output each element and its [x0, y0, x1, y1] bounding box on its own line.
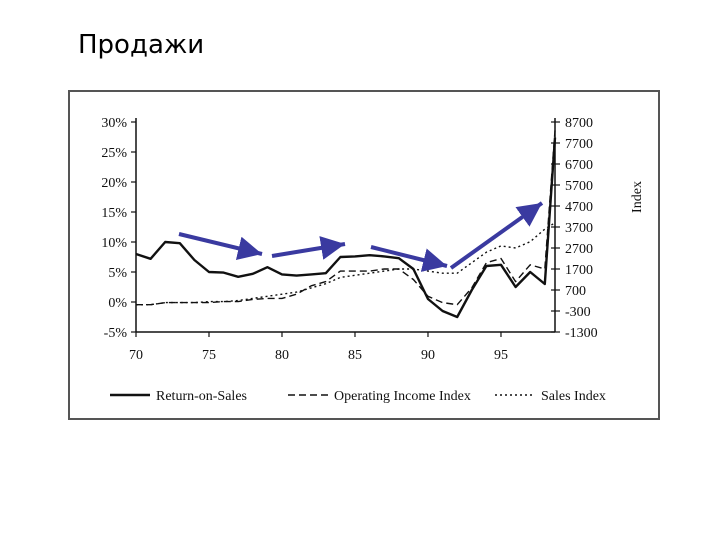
y2-tick-label: 2700 [565, 242, 593, 257]
y2-tick-label: 4700 [565, 200, 593, 215]
y2-tick-label: -300 [565, 305, 591, 320]
x-tick-label: 75 [202, 348, 216, 363]
y2-axis-title: Index [630, 181, 645, 213]
y2-tick-label: 6700 [565, 158, 593, 173]
chart-figure: 30% 25% 20% 15% 10% 5% 0% -5% 8700 7700 6700 5700 47… [68, 90, 660, 420]
x-tick-label: 95 [494, 348, 508, 363]
chart-svg: 30% 25% 20% 15% 10% 5% 0% -5% 8700 7700 6700 5700 47… [101, 116, 645, 404]
y2-tick-label: -1300 [565, 326, 598, 341]
y2-tick-label: 5700 [565, 179, 593, 194]
series-line-1 [136, 130, 556, 306]
trend-arrow [449, 201, 544, 270]
trend-arrow [271, 236, 346, 260]
legend-label: Sales Index [541, 389, 606, 404]
y2-tick-label: 7700 [565, 137, 593, 152]
trend-arrow [178, 232, 263, 261]
y-tick-label: 10% [101, 236, 127, 251]
y-tick-label: 15% [101, 206, 127, 221]
y2-tick-label: 700 [565, 284, 586, 299]
series-line-0 [135, 137, 557, 319]
y-tick-label: -5% [104, 326, 128, 341]
y-tick-label: 5% [108, 266, 127, 281]
y2-tick-label: 3700 [565, 221, 593, 236]
y-tick-label: 30% [101, 116, 127, 131]
legend-label: Return-on-Sales [156, 389, 247, 404]
x-tick-label: 70 [129, 348, 143, 363]
x-tick-label: 90 [421, 348, 435, 363]
x-tick-label: 85 [348, 348, 362, 363]
series-line-2 [136, 222, 556, 306]
y-tick-label: 20% [101, 176, 127, 191]
trend-arrow [370, 245, 448, 272]
y-tick-label: 0% [108, 296, 127, 311]
y2-tick-label: 1700 [565, 263, 593, 278]
legend-label: Operating Income Index [334, 389, 471, 404]
x-tick-label: 80 [275, 348, 289, 363]
slide-title: Продажи [78, 30, 205, 60]
y-tick-label: 25% [101, 146, 127, 161]
y2-tick-label: 8700 [565, 116, 593, 131]
